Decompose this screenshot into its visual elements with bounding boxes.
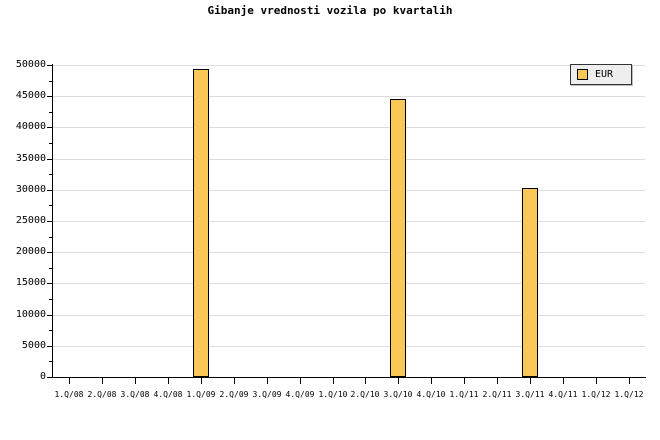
y-axis-tick	[47, 315, 53, 316]
x-axis-label: 2.Q/09	[219, 390, 249, 399]
y-axis-minor-tick	[49, 112, 53, 113]
x-axis-tick	[102, 378, 103, 384]
x-axis-label: 4.Q/08	[153, 390, 183, 399]
gridline	[53, 283, 645, 284]
gridline	[53, 252, 645, 253]
x-axis-tick	[497, 378, 498, 384]
y-axis-label: 35000	[15, 153, 46, 164]
x-axis-label: 3.Q/11	[515, 390, 545, 399]
x-axis-label: 4.Q/11	[548, 390, 578, 399]
y-axis-minor-tick	[49, 299, 53, 300]
x-axis-label: 1.Q/12	[581, 390, 611, 399]
y-axis-label: 20000	[15, 246, 46, 257]
y-axis-minor-tick	[49, 143, 53, 144]
plot-area	[53, 65, 645, 377]
y-axis-tick	[47, 159, 53, 160]
x-axis-label: 1.Q/08	[54, 390, 84, 399]
x-axis-tick	[69, 378, 70, 384]
y-axis-tick	[47, 96, 53, 97]
x-axis-tick	[563, 378, 564, 384]
x-axis-tick	[596, 378, 597, 384]
gridline	[53, 159, 645, 160]
y-axis-minor-tick	[49, 268, 53, 269]
y-axis-minor-tick	[49, 361, 53, 362]
gridline	[53, 96, 645, 97]
x-axis-label: 1.Q/09	[186, 390, 216, 399]
x-axis-label: 3.Q/09	[252, 390, 282, 399]
x-axis-tick	[530, 378, 531, 384]
y-axis-label: 40000	[15, 121, 46, 132]
x-axis-line	[52, 377, 646, 378]
x-axis-tick	[168, 378, 169, 384]
y-axis-label: 5000	[21, 340, 46, 351]
y-axis-label: 10000	[15, 309, 46, 320]
y-axis-tick	[47, 65, 53, 66]
x-axis-tick	[201, 378, 202, 384]
y-axis-label: 45000	[15, 90, 46, 101]
y-axis-tick	[47, 190, 53, 191]
y-axis-label: 50000	[15, 59, 46, 70]
x-axis-tick	[398, 378, 399, 384]
y-axis-minor-tick	[49, 330, 53, 331]
x-axis-tick	[365, 378, 366, 384]
legend-swatch-eur	[577, 69, 588, 80]
x-axis-tick	[629, 378, 630, 384]
y-axis-tick	[47, 377, 53, 378]
y-axis-label: 25000	[15, 215, 46, 226]
x-axis-label: 4.Q/10	[416, 390, 446, 399]
gridline	[53, 221, 645, 222]
y-axis-tick	[47, 283, 53, 284]
x-axis-label: 1.Q/12	[614, 390, 644, 399]
y-axis-tick	[47, 221, 53, 222]
x-axis-tick	[267, 378, 268, 384]
x-axis-tick	[333, 378, 334, 384]
bar[interactable]	[390, 99, 406, 377]
y-axis-label: 0	[39, 371, 46, 382]
gridline	[53, 65, 645, 66]
x-axis-tick	[464, 378, 465, 384]
x-axis-label: 1.Q/10	[318, 390, 348, 399]
x-axis-label: 2.Q/08	[87, 390, 117, 399]
y-axis-labels: 0 5000 10000 15000 20000 25000 30000 35000 40000…	[0, 0, 46, 440]
legend-label-eur: EUR	[595, 68, 614, 80]
x-axis-tick	[431, 378, 432, 384]
gridline	[53, 127, 645, 128]
y-axis-label: 15000	[15, 277, 46, 288]
y-axis-label: 30000	[15, 184, 46, 195]
gridline	[53, 346, 645, 347]
x-axis-label: 1.Q/11	[449, 390, 479, 399]
y-axis-minor-tick	[49, 205, 53, 206]
y-axis-tick	[47, 252, 53, 253]
x-axis-tick	[300, 378, 301, 384]
legend: EUR	[570, 64, 632, 85]
chart-title: Gibanje vrednosti vozila po kvartalih	[207, 4, 453, 17]
x-axis-label: 3.Q/10	[383, 390, 413, 399]
x-axis-label: 2.Q/11	[482, 390, 512, 399]
x-axis-label: 3.Q/08	[120, 390, 150, 399]
y-axis-tick	[47, 346, 53, 347]
gridline	[53, 190, 645, 191]
y-axis-minor-tick	[49, 81, 53, 82]
y-axis-tick	[47, 127, 53, 128]
x-axis-label: 2.Q/10	[350, 390, 380, 399]
y-axis-minor-tick	[49, 237, 53, 238]
bar[interactable]	[522, 188, 538, 377]
x-axis-tick	[234, 378, 235, 384]
gridline	[53, 315, 645, 316]
x-axis-label: 4.Q/09	[285, 390, 315, 399]
x-axis-tick	[135, 378, 136, 384]
y-axis-minor-tick	[49, 174, 53, 175]
bar[interactable]	[193, 69, 209, 377]
